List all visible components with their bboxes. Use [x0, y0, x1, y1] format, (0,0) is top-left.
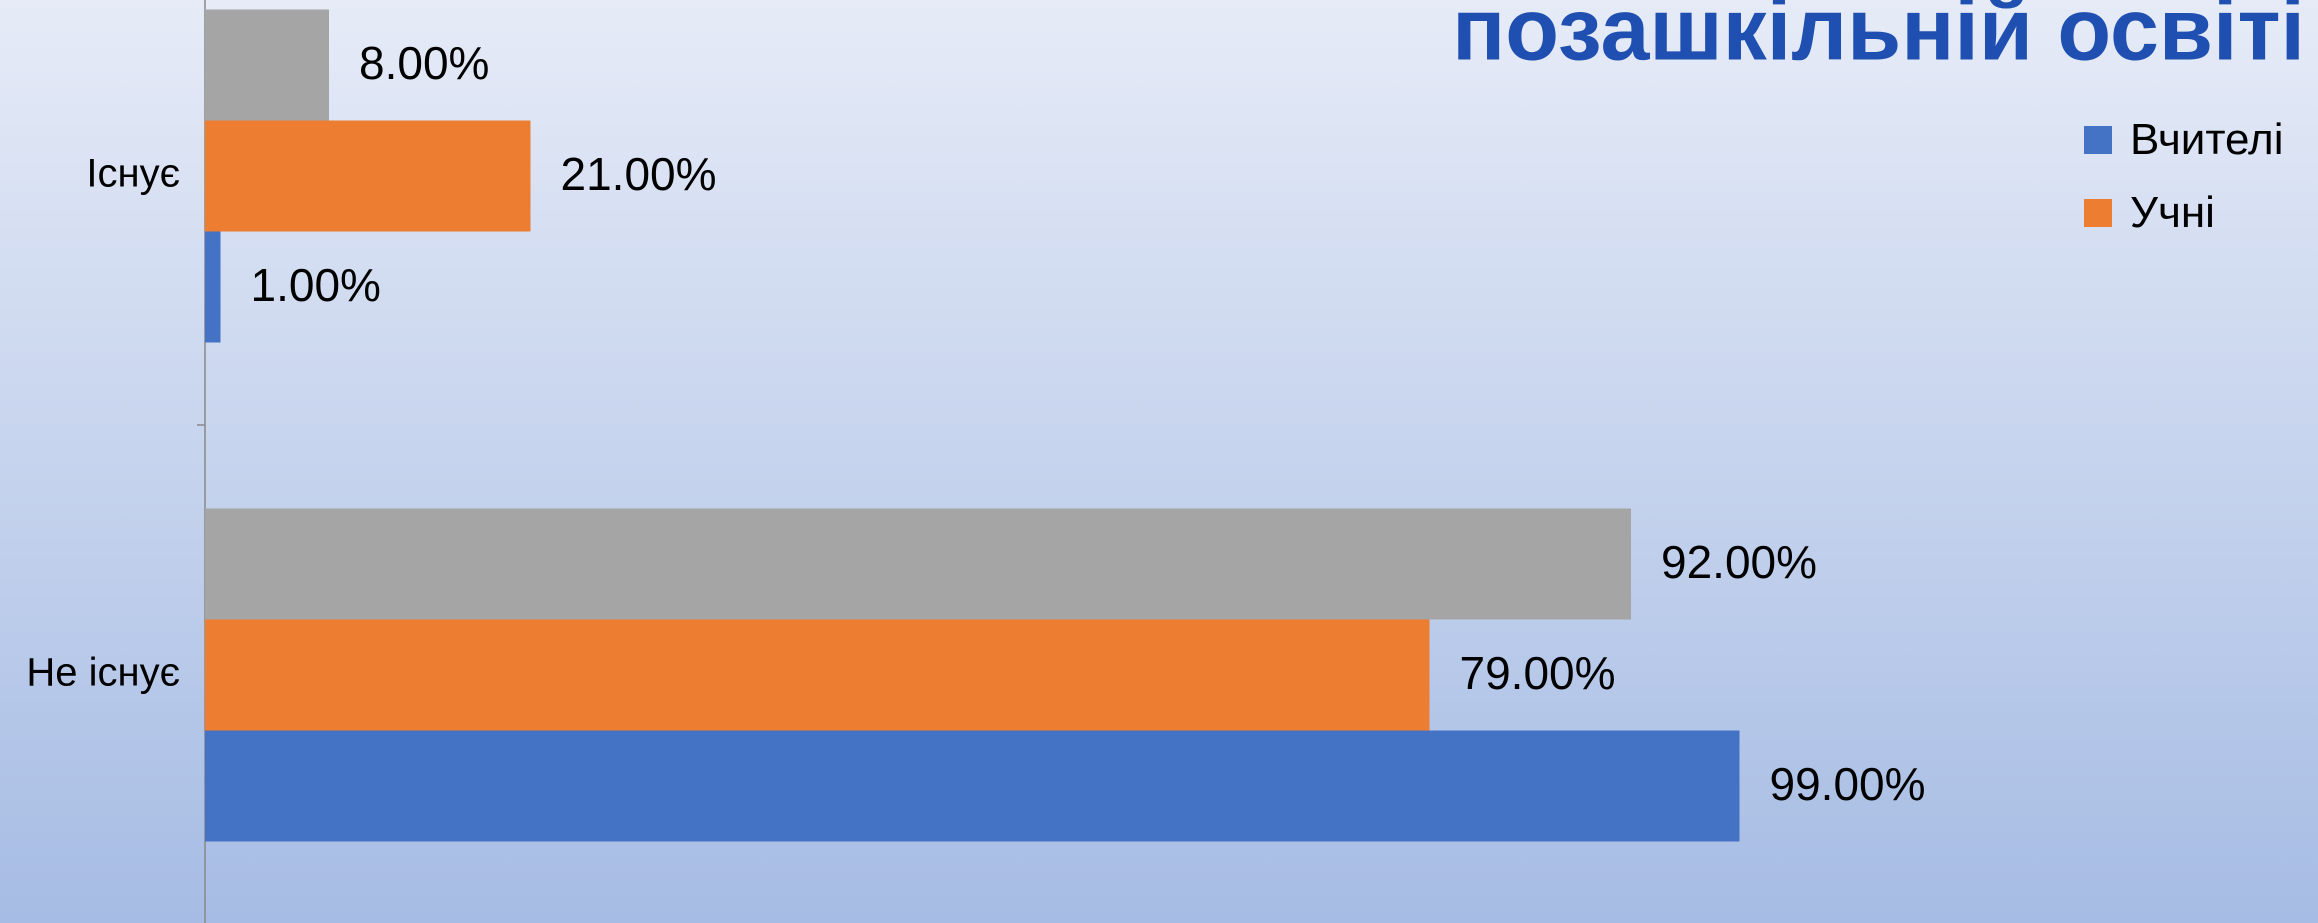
- bar: [205, 619, 1430, 731]
- data-label: 79.00%: [1460, 647, 1616, 699]
- data-label: 99.00%: [1770, 758, 1926, 810]
- bar: [205, 120, 531, 232]
- data-label: 21.00%: [561, 148, 717, 200]
- bar: [205, 508, 1631, 620]
- bar: [205, 231, 221, 343]
- y-tick-label: Існує: [86, 152, 180, 196]
- legend-label: Вчителі: [2130, 115, 2284, 164]
- legend-swatch: [2084, 199, 2112, 227]
- y-tick-label: Не існує: [26, 651, 180, 695]
- data-label: 92.00%: [1661, 536, 1817, 588]
- data-label: 8.00%: [359, 37, 489, 89]
- legend-swatch: [2084, 126, 2112, 154]
- legend-label: Учні: [2130, 188, 2215, 237]
- chart-title: позашкільній освіті: [1452, 0, 2305, 78]
- bar: [205, 730, 1740, 842]
- data-label: 1.00%: [251, 259, 381, 311]
- bar: [205, 9, 329, 121]
